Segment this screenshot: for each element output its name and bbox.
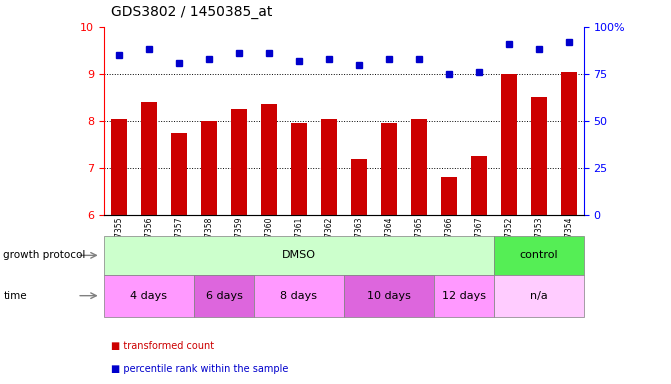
Bar: [470, 156, 487, 215]
Text: 12 days: 12 days: [442, 291, 486, 301]
Text: control: control: [519, 250, 558, 260]
Bar: [380, 123, 397, 215]
Bar: [531, 98, 547, 215]
Bar: [104, 275, 194, 317]
Bar: [231, 109, 247, 215]
Text: 8 days: 8 days: [280, 291, 317, 301]
Text: ■ transformed count: ■ transformed count: [111, 341, 214, 351]
Text: GDS3802 / 1450385_at: GDS3802 / 1450385_at: [111, 5, 272, 19]
Text: 10 days: 10 days: [367, 291, 411, 301]
Bar: [321, 119, 337, 215]
Bar: [434, 275, 494, 317]
Bar: [351, 159, 367, 215]
Bar: [141, 102, 157, 215]
Bar: [411, 119, 427, 215]
Text: time: time: [3, 291, 27, 301]
Bar: [344, 275, 434, 317]
Text: ■ percentile rank within the sample: ■ percentile rank within the sample: [111, 364, 288, 374]
Text: DMSO: DMSO: [282, 250, 316, 260]
Bar: [201, 121, 217, 215]
Bar: [260, 104, 277, 215]
Bar: [291, 123, 307, 215]
Text: 6 days: 6 days: [205, 291, 242, 301]
Bar: [501, 74, 517, 215]
Bar: [560, 71, 577, 215]
Bar: [111, 119, 127, 215]
Bar: [104, 236, 494, 275]
Bar: [494, 236, 584, 275]
Bar: [170, 133, 187, 215]
Text: 4 days: 4 days: [130, 291, 168, 301]
Bar: [441, 177, 457, 215]
Text: n/a: n/a: [530, 291, 548, 301]
Bar: [194, 275, 254, 317]
Bar: [254, 275, 344, 317]
Bar: [494, 275, 584, 317]
Text: growth protocol: growth protocol: [3, 250, 86, 260]
